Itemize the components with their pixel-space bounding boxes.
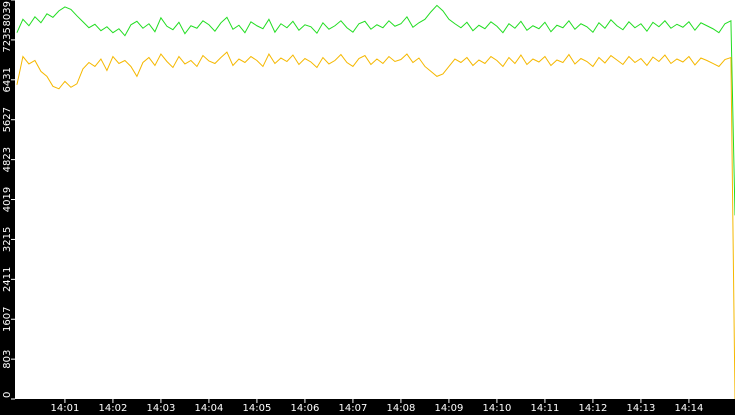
y-tick-label: 8039 bbox=[2, 1, 13, 26]
y-tick-label: 0 bbox=[2, 392, 13, 398]
x-tick-label: 14:05 bbox=[243, 403, 272, 414]
y-tick-label: 6431 bbox=[2, 67, 13, 92]
plot-area bbox=[15, 0, 735, 399]
y-tick-label: 803 bbox=[2, 350, 13, 369]
y-tick-label: 5627 bbox=[2, 107, 13, 132]
x-tick-label: 14:14 bbox=[675, 403, 704, 414]
y-tick-label: 4823 bbox=[2, 147, 13, 172]
y-tick-label: 2411 bbox=[2, 267, 13, 292]
x-tick-label: 14:10 bbox=[483, 403, 512, 414]
x-tick-label: 14:07 bbox=[339, 403, 368, 414]
series-line bbox=[16, 4, 735, 216]
x-tick-label: 14:13 bbox=[627, 403, 656, 414]
y-tick-label: 1607 bbox=[2, 307, 13, 332]
y-tick-label: 4019 bbox=[2, 187, 13, 212]
x-tick-label: 14:06 bbox=[291, 403, 320, 414]
x-tick-label: 14:01 bbox=[51, 403, 80, 414]
x-tick-label: 14:09 bbox=[435, 403, 464, 414]
x-tick-label: 14:04 bbox=[195, 403, 224, 414]
x-tick-label: 14:03 bbox=[147, 403, 176, 414]
x-tick-label: 14:12 bbox=[579, 403, 608, 414]
y-tick-label: 3215 bbox=[2, 227, 13, 252]
series-line bbox=[16, 51, 735, 400]
x-tick-label: 14:08 bbox=[387, 403, 416, 414]
x-tick-label: 14:02 bbox=[99, 403, 128, 414]
x-tick-label: 14:11 bbox=[531, 403, 560, 414]
y-tick-label: 7235 bbox=[2, 27, 13, 52]
